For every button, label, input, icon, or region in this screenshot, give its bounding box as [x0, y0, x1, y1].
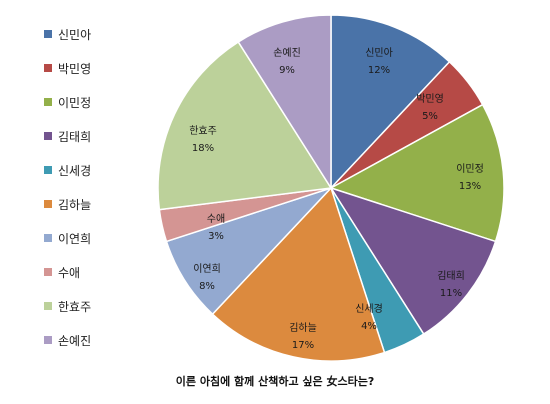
- slice-percent-label: 18%: [192, 143, 214, 154]
- legend-swatch: [44, 336, 52, 344]
- slice-name-label: 이민정: [456, 163, 484, 175]
- legend-label: 수애: [58, 265, 81, 280]
- legend-label: 박민영: [58, 61, 92, 76]
- legend-label: 신민아: [58, 27, 92, 42]
- legend-item: 이연희: [44, 230, 91, 246]
- legend-item: 이민정: [44, 94, 91, 110]
- legend-item: 신민아: [44, 26, 91, 42]
- slice-name-label: 이연희: [193, 263, 221, 275]
- pie-slice-3: [329, 186, 497, 336]
- legend-swatch: [44, 200, 52, 208]
- slice-name-label: 박민영: [416, 93, 444, 105]
- slice-percent-label: 3%: [208, 231, 224, 242]
- legend-label: 한효주: [58, 299, 92, 314]
- pie-slice-9: [237, 14, 332, 191]
- slice-percent-label: 11%: [440, 288, 462, 299]
- legend-label: 신세경: [58, 163, 92, 178]
- legend-item: 김하늘: [44, 196, 91, 212]
- slice-name-label: 김태희: [437, 270, 465, 282]
- slice-name-label: 한효주: [189, 125, 217, 137]
- legend-item: 김태희: [44, 128, 91, 144]
- legend-label: 손예진: [58, 333, 92, 348]
- legend-swatch: [44, 132, 52, 140]
- slice-name-label: 손예진: [273, 47, 301, 59]
- legend-swatch: [44, 30, 52, 38]
- pie-slice-5: [211, 186, 386, 362]
- pie-slice-0: [330, 14, 451, 190]
- slice-name-label: 신세경: [355, 302, 383, 315]
- legend-label: 이연희: [58, 231, 92, 246]
- legend-swatch: [44, 166, 52, 174]
- chart-title: 이른 아침에 함께 산책하고 싶은 女스타는?: [175, 375, 375, 388]
- slice-percent-label: 4%: [361, 321, 377, 332]
- legend-swatch: [44, 234, 52, 242]
- slice-percent-label: 8%: [199, 281, 215, 292]
- legend-swatch: [44, 64, 52, 72]
- slice-name-label: 신민아: [365, 47, 393, 59]
- legend-item: 박민영: [44, 60, 91, 76]
- legend-label: 김하늘: [58, 197, 92, 212]
- pie-slice-8: [157, 40, 333, 211]
- legend-label: 김태희: [58, 129, 92, 144]
- legend-item: 신세경: [44, 162, 91, 178]
- slice-percent-label: 5%: [422, 111, 438, 122]
- slice-percent-label: 9%: [279, 65, 295, 76]
- legend-label: 이민정: [58, 95, 92, 110]
- legend-item: 한효주: [44, 298, 91, 314]
- legend-item: 손예진: [44, 332, 91, 348]
- slice-percent-label: 13%: [459, 181, 481, 192]
- slice-percent-label: 12%: [368, 65, 390, 76]
- legend-item: 수애: [44, 264, 80, 280]
- legend-swatch: [44, 302, 52, 310]
- legend-swatch: [44, 268, 52, 276]
- slice-name-label: 김하늘: [289, 321, 317, 334]
- pie-slice-2: [329, 103, 505, 243]
- legend-swatch: [44, 98, 52, 106]
- slice-percent-label: 17%: [292, 340, 314, 351]
- slice-name-label: 수애: [207, 213, 225, 225]
